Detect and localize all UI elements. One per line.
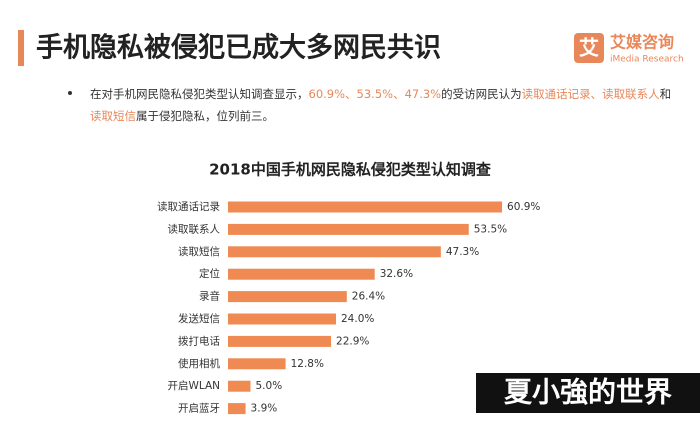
category-label: 读取联系人: [168, 222, 221, 235]
logo-box: [574, 33, 604, 63]
bullet-line: 在对手机网民隐私侵犯类型认知调查显示，60.9%、53.5%、47.3%的受访网…: [90, 87, 671, 101]
text: 和: [660, 87, 672, 101]
bar: [228, 268, 375, 280]
slide-title: 手机隐私被侵犯已成大多网民共识: [36, 33, 441, 64]
value-label: 12.8%: [291, 358, 324, 370]
bullet-line: 读取短信属于侵犯隐私，位列前三。: [90, 109, 274, 123]
category-label: 录音: [199, 290, 220, 303]
category-label: 使用相机: [178, 357, 220, 370]
highlight: 读取短信: [90, 109, 136, 123]
bar: [228, 380, 251, 392]
text: 在对手机网民隐私侵犯类型认知调查显示，: [90, 87, 309, 101]
watermark: 夏小強的世界: [504, 376, 672, 409]
chart-title: 2018中国手机网民隐私侵犯类型认知调查: [209, 161, 492, 179]
category-label: 读取短信: [178, 245, 220, 258]
bar: [228, 313, 336, 325]
logo-mark: 艾: [579, 36, 599, 60]
bar: [228, 201, 503, 213]
bullet-dot: [68, 91, 72, 95]
watermark-box: [476, 373, 700, 413]
value-label: 47.3%: [446, 246, 479, 258]
category-label: 读取通话记录: [157, 200, 220, 213]
plot: 读取通话记录 60.9% 读取联系人 53.5% 读取短信 47.3% 定位 32.6% 录音 2…: [157, 200, 540, 415]
text: 的受访网民认为: [441, 87, 522, 101]
logo-sub: iMedia Research: [610, 55, 684, 65]
value-label: 53.5%: [474, 223, 507, 235]
bar: [228, 291, 347, 303]
title-accent: [18, 30, 24, 66]
category-label: 拨打电话: [178, 334, 220, 347]
value-label: 26.4%: [352, 291, 385, 303]
category-label: 开启WLAN: [167, 379, 220, 392]
value-label: 24.0%: [341, 313, 374, 325]
value-label: 32.6%: [380, 268, 413, 280]
value-label: 22.9%: [336, 335, 369, 347]
bar: [228, 403, 246, 415]
bar: [228, 358, 286, 370]
highlight: 读取通话记录、读取联系人: [522, 87, 660, 101]
category-label: 定位: [199, 267, 220, 280]
category-label: 发送短信: [178, 312, 220, 325]
text: 属于侵犯隐私，位列前三。: [136, 109, 274, 123]
highlight: 60.9%、53.5%、47.3%: [309, 87, 442, 101]
category-label: 开启蓝牙: [178, 402, 220, 415]
value-label: 5.0%: [256, 380, 283, 392]
value-label: 3.9%: [251, 403, 278, 415]
bar: [228, 335, 332, 347]
bar: [228, 246, 441, 258]
bar: [228, 223, 469, 235]
logo-name: 艾媒咨询: [610, 33, 674, 52]
value-label: 60.9%: [507, 201, 540, 213]
